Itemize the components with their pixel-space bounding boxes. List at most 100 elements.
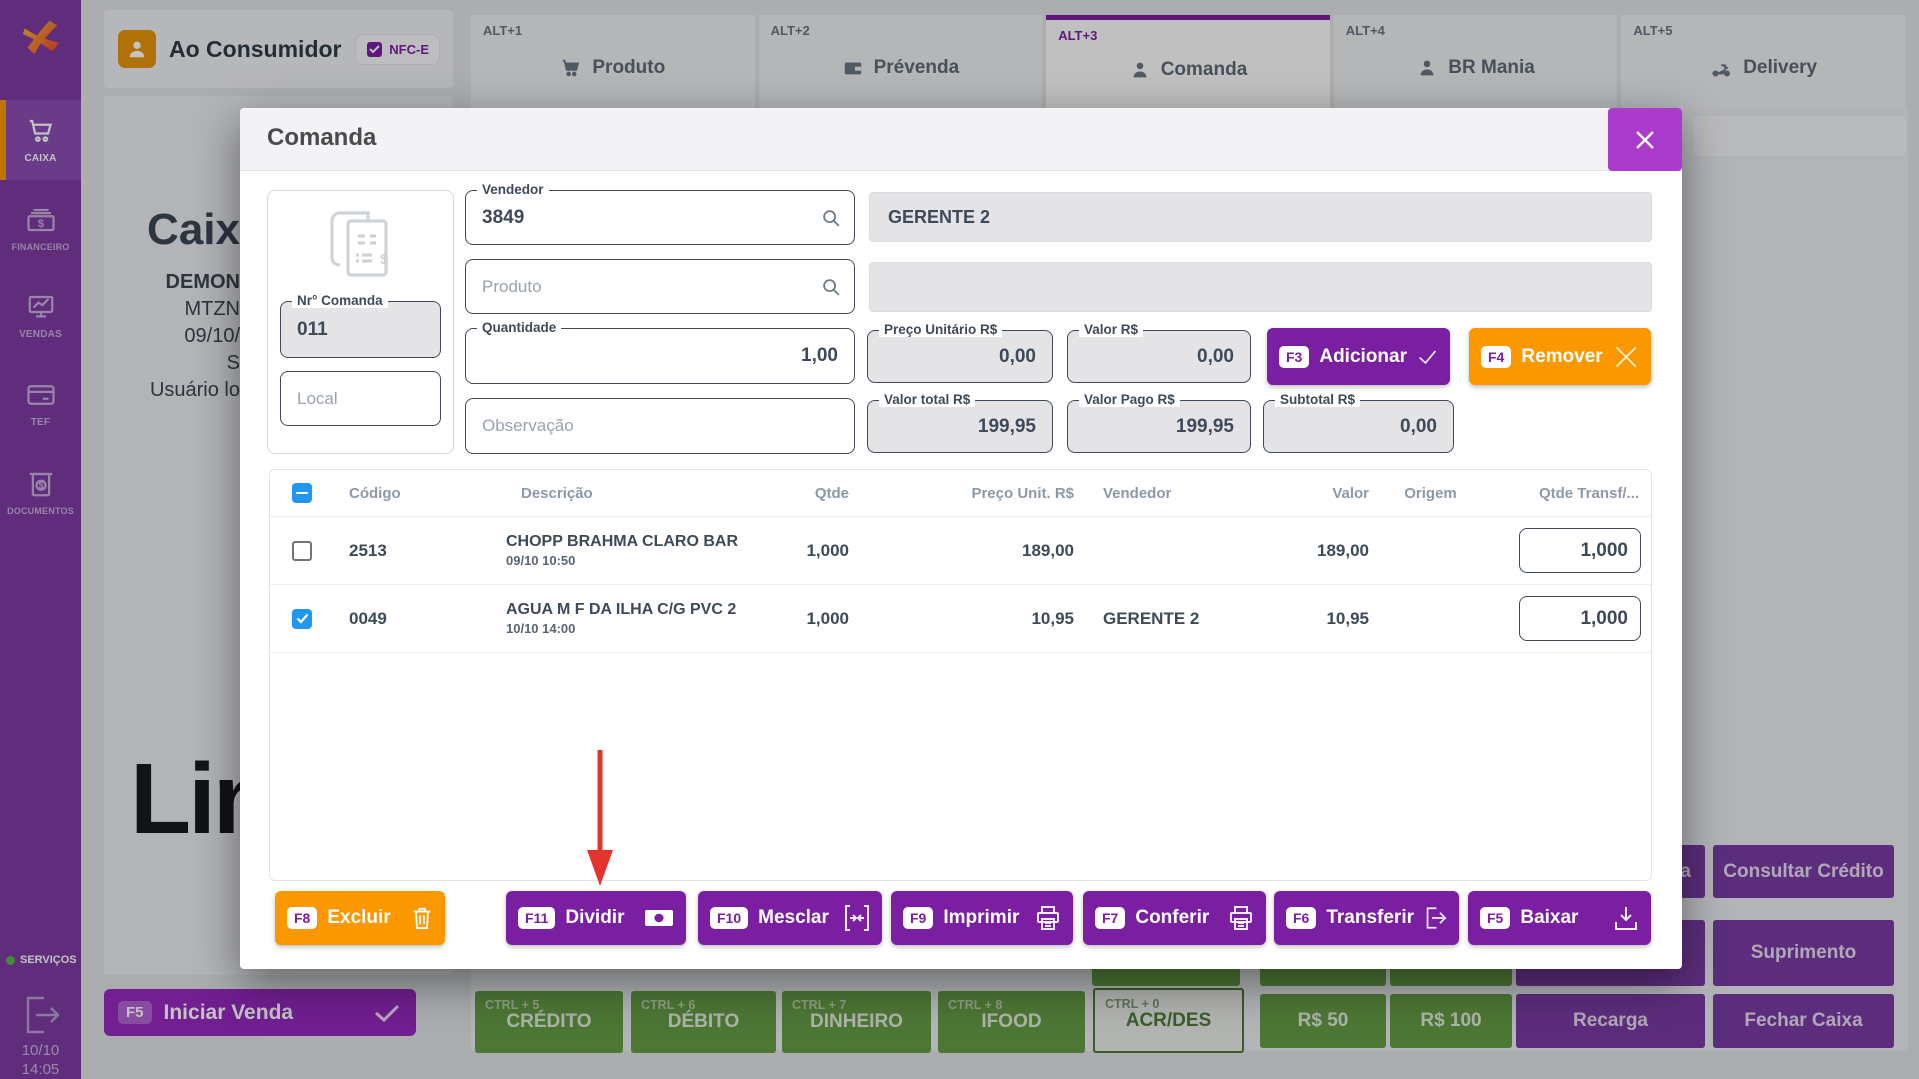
exit-icon[interactable] bbox=[20, 992, 62, 1043]
col-origem: Origem bbox=[1404, 484, 1457, 502]
subtotal-field: Subtotal R$ 0,00 bbox=[1263, 392, 1454, 453]
valor-pago-label: Valor Pago R$ bbox=[1079, 392, 1180, 407]
tab-shortcut: ALT+4 bbox=[1345, 23, 1385, 38]
search-icon[interactable] bbox=[820, 276, 842, 298]
fechar-caixa-button[interactable]: Fechar Caixa bbox=[1713, 994, 1894, 1048]
f3-key-badge: F3 bbox=[1279, 345, 1310, 368]
tab-prevenda[interactable]: ALT+2 Prévenda bbox=[758, 15, 1043, 108]
sidebar-item-documentos[interactable]: $ DOCUMENTOS bbox=[0, 452, 81, 532]
valor-label: Valor R$ bbox=[1079, 322, 1144, 337]
sidebar-item-tef[interactable]: TEF bbox=[0, 364, 81, 444]
f4-key-badge: F4 bbox=[1481, 345, 1512, 368]
services-status[interactable]: SERVIÇOS bbox=[6, 954, 77, 966]
row-checkbox[interactable] bbox=[292, 608, 312, 629]
nr-comanda-value: 011 bbox=[297, 318, 328, 340]
imprimir-button[interactable]: F9 Imprimir bbox=[891, 891, 1073, 945]
baixar-button[interactable]: F5 Baixar bbox=[1468, 891, 1651, 945]
tab-shortcut: ALT+3 bbox=[1058, 28, 1098, 43]
customer-avatar-icon bbox=[118, 30, 156, 68]
tab-comanda[interactable]: ALT+3 Comanda bbox=[1046, 15, 1330, 108]
recarga-button[interactable]: Recarga bbox=[1516, 994, 1705, 1048]
produto-field[interactable] bbox=[465, 259, 855, 314]
sales-chart-icon bbox=[28, 295, 53, 318]
valor-field: Valor R$ 0,00 bbox=[1067, 322, 1251, 383]
table-row[interactable]: 2513 CHOPP BRAHMA CLARO BAR 09/10 10:50 … bbox=[270, 517, 1651, 585]
row-checkbox[interactable] bbox=[292, 540, 312, 561]
sidebar-item-financeiro[interactable]: $ FINANCEIRO bbox=[0, 188, 81, 268]
tab-label: Comanda bbox=[1160, 59, 1248, 80]
col-qtde: Qtde bbox=[814, 484, 849, 502]
tab-produto[interactable]: ALT+1 Produto bbox=[471, 15, 755, 108]
suprimento-button[interactable]: Suprimento bbox=[1713, 920, 1894, 986]
produto-input[interactable] bbox=[466, 260, 854, 313]
f7-key-badge: F7 bbox=[1095, 907, 1126, 929]
cell-preco-unit: 10,95 bbox=[1031, 608, 1074, 628]
observacao-input[interactable] bbox=[466, 399, 854, 453]
conferir-button[interactable]: F7 Conferir bbox=[1083, 891, 1266, 945]
dinheiro-button[interactable]: CTRL + 7 DINHEIRO bbox=[782, 991, 931, 1053]
subtotal-value: 0,00 bbox=[1400, 415, 1437, 437]
svg-text:$: $ bbox=[37, 217, 44, 229]
local-input[interactable] bbox=[281, 372, 440, 425]
tab-br-mania[interactable]: ALT+4 BR Mania bbox=[1333, 15, 1618, 108]
observacao-field[interactable] bbox=[465, 398, 855, 454]
sidebar-item-vendas[interactable]: VENDAS bbox=[0, 276, 81, 356]
cell-valor: 189,00 bbox=[1317, 540, 1369, 560]
qtde-transf-input[interactable] bbox=[1520, 597, 1640, 640]
r100-button[interactable]: R$ 100 bbox=[1390, 994, 1512, 1048]
qtde-transf-field[interactable] bbox=[1519, 528, 1641, 573]
transferir-button[interactable]: F6 Transferir bbox=[1274, 891, 1459, 945]
svg-text:$: $ bbox=[38, 480, 43, 490]
trash-icon bbox=[413, 907, 431, 929]
cell-valor: 10,95 bbox=[1326, 608, 1369, 628]
r50-button[interactable]: R$ 50 bbox=[1260, 994, 1386, 1048]
person-icon bbox=[1133, 62, 1147, 78]
credito-button[interactable]: CTRL + 5 CRÉDITO bbox=[475, 991, 623, 1053]
valor-pago-field: Valor Pago R$ 199,95 bbox=[1067, 392, 1251, 453]
qtde-transf-input[interactable] bbox=[1520, 529, 1640, 572]
delivery-scooter-icon bbox=[1712, 63, 1731, 77]
f9-key-badge: F9 bbox=[903, 907, 934, 929]
card-icon bbox=[26, 385, 55, 405]
vendedor-field[interactable]: Vendedor bbox=[465, 182, 855, 245]
dividir-button[interactable]: F11 Dividir bbox=[506, 891, 686, 945]
select-all-checkbox[interactable] bbox=[292, 483, 312, 503]
tab-shortcut: ALT+2 bbox=[770, 23, 810, 38]
valor-value: 0,00 bbox=[1197, 345, 1234, 367]
excluir-button[interactable]: F8 Excluir bbox=[275, 891, 445, 945]
nfce-badge[interactable]: NFC-E bbox=[356, 34, 439, 64]
tab-delivery[interactable]: ALT+5 Delivery bbox=[1621, 15, 1905, 108]
nfce-badge-label: NFC-E bbox=[389, 41, 429, 57]
x-icon bbox=[1615, 346, 1637, 367]
local-field[interactable] bbox=[280, 371, 441, 426]
tab-label: Delivery bbox=[1743, 56, 1818, 78]
debito-button[interactable]: CTRL + 6 DÉBITO bbox=[631, 991, 776, 1053]
adicionar-button[interactable]: F3 Adicionar bbox=[1267, 328, 1450, 385]
cell-qtde: 1,000 bbox=[806, 608, 849, 628]
sidebar: CAIXA $ FINANCEIRO VENDAS TEF $ DOCUMENT… bbox=[0, 0, 81, 1079]
ifood-button[interactable]: CTRL + 8 IFOOD bbox=[938, 991, 1085, 1053]
f8-key-badge: F8 bbox=[287, 907, 318, 929]
consultar-credito-button[interactable]: Consultar Crédito bbox=[1713, 845, 1894, 898]
close-button[interactable] bbox=[1608, 108, 1682, 171]
tab-shortcut: ALT+1 bbox=[483, 23, 523, 38]
vendedor-input[interactable] bbox=[466, 191, 854, 244]
remover-button[interactable]: F4 Remover bbox=[1469, 328, 1651, 385]
cell-preco-unit: 189,00 bbox=[1022, 540, 1074, 560]
preco-unitario-field: Preço Unitário R$ 0,00 bbox=[867, 322, 1053, 383]
acr-des-button[interactable]: CTRL + 0 ACR/DES bbox=[1093, 988, 1244, 1053]
items-table: Código Descrição Qtde Preço Unit. R$ Ven… bbox=[269, 469, 1652, 881]
close-icon bbox=[1636, 130, 1654, 149]
quantidade-input[interactable] bbox=[466, 329, 854, 383]
tab-label: Prévenda bbox=[873, 56, 960, 78]
table-row[interactable]: 0049 AGUA M F DA ILHA C/G PVC 2 10/10 14… bbox=[270, 585, 1651, 653]
sidebar-item-caixa[interactable]: CAIXA bbox=[0, 100, 81, 180]
search-icon[interactable] bbox=[820, 207, 842, 229]
money-icon: $ bbox=[26, 208, 55, 231]
quantidade-field[interactable]: Quantidade bbox=[465, 320, 855, 384]
tab-shortcut: ALT+5 bbox=[1633, 23, 1673, 38]
tab-label: BR Mania bbox=[1448, 56, 1535, 78]
qtde-transf-field[interactable] bbox=[1519, 596, 1641, 641]
iniciar-venda-button[interactable]: F5 Iniciar Venda bbox=[104, 989, 416, 1036]
mesclar-button[interactable]: F10 Mesclar bbox=[698, 891, 882, 945]
